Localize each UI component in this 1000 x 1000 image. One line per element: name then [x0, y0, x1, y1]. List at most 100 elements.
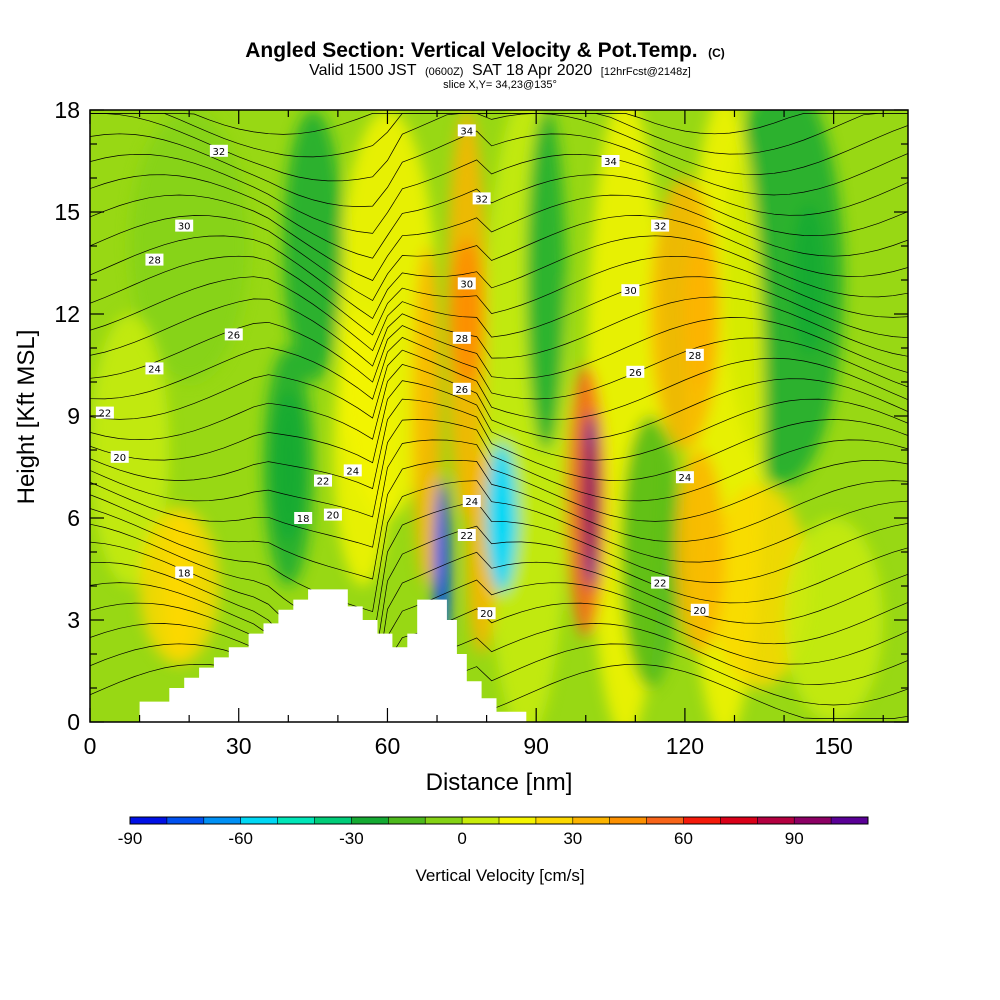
- theta-contour: [90, 398, 908, 490]
- velocity-core: [792, 205, 825, 355]
- contour-label: 20: [113, 453, 126, 464]
- velocity-band: [620, 416, 680, 688]
- x-tick-label: 120: [666, 733, 704, 759]
- contour-label: 26: [227, 330, 240, 341]
- chart-title: Angled Section: Vertical Velocity & Pot.…: [245, 39, 697, 62]
- colorbar-swatch: [646, 817, 684, 824]
- contour-label: 26: [455, 385, 468, 396]
- theta-contour: [90, 501, 908, 645]
- colorbar-swatch: [240, 817, 279, 824]
- y-tick-label: 0: [67, 709, 80, 735]
- contour-label: 24: [346, 466, 359, 477]
- colorbar-swatch: [351, 817, 389, 824]
- colorbar-swatch: [535, 817, 574, 824]
- contour-label-bg: [477, 607, 496, 620]
- contour-label-bg: [626, 365, 645, 378]
- subtitle-zulu: (0600Z): [425, 66, 464, 78]
- slice-label: slice X,Y= 34,23@135°: [443, 79, 557, 91]
- contour-label: 20: [693, 606, 706, 617]
- contour-label: 30: [624, 286, 637, 297]
- contour-label: 22: [99, 409, 112, 420]
- contour-label: 24: [679, 473, 692, 484]
- contour-label: 32: [213, 147, 226, 158]
- contour-label-bg: [685, 348, 704, 361]
- theta-contour: [90, 130, 908, 207]
- y-tick-label: 15: [54, 199, 80, 225]
- contour-label: 32: [475, 194, 488, 205]
- contour-label-bg: [621, 284, 640, 297]
- chart-title-group: Angled Section: Vertical Velocity & Pot.…: [245, 39, 725, 62]
- theta-contour: [90, 255, 908, 336]
- colorbar-label: Vertical Velocity [cm/s]: [415, 866, 584, 885]
- colorbar-tick-label: -30: [339, 829, 364, 848]
- theta-contour: [90, 215, 908, 301]
- colorbar-swatch: [462, 817, 500, 824]
- contour-label: 28: [148, 256, 161, 267]
- theta-contour: [90, 525, 908, 678]
- terrain-profile: [139, 589, 527, 722]
- velocity-core: [163, 511, 196, 661]
- y-tick-label: 18: [54, 97, 80, 123]
- contour-label: 28: [688, 351, 701, 362]
- colorbar-tick-label: -90: [118, 829, 143, 848]
- chart-title-unit: (C): [708, 46, 725, 60]
- theta-contour: [90, 235, 908, 320]
- colorbar-swatch: [794, 817, 832, 824]
- y-tick-label: 6: [67, 505, 80, 531]
- theta-contour: [90, 551, 908, 709]
- subtitle-forecast: [12hrFcst@2148z]: [601, 66, 691, 78]
- theta-contour: [90, 364, 908, 441]
- y-axis-label: Height [Kft MSL]: [13, 330, 40, 505]
- theta-contour: [90, 296, 908, 367]
- velocity-field: [90, 110, 908, 722]
- contour-label-bg: [175, 219, 194, 232]
- velocity-core-inner: [582, 441, 599, 561]
- theta-contour: [90, 380, 908, 464]
- axes: 0 30 60 90 120 150 0 3 6 9 12 15 18: [54, 97, 908, 759]
- theta-contour: [90, 113, 908, 135]
- velocity-band: [90, 314, 170, 586]
- theta-contour: [90, 419, 908, 518]
- colorbar-swatch: [720, 817, 758, 824]
- contour-label-bg: [675, 471, 694, 484]
- x-tick-label: 30: [226, 733, 252, 759]
- contour-label-bg: [209, 144, 228, 157]
- contour-label: 22: [654, 579, 667, 590]
- theta-contour: [90, 439, 908, 548]
- colorbar-swatch: [499, 817, 537, 824]
- colorbar-swatch: [425, 817, 463, 824]
- x-tick-label: 150: [814, 733, 852, 759]
- velocity-band: [332, 314, 393, 586]
- velocity-band: [784, 518, 884, 722]
- colorbar-swatch: [203, 817, 242, 824]
- contour-label-bg: [651, 219, 670, 232]
- subtitle-date: SAT 18 Apr 2020: [472, 62, 592, 79]
- colorbar-swatch: [683, 817, 721, 824]
- contour-label: 28: [455, 334, 468, 345]
- contour-label: 22: [317, 477, 330, 488]
- colorbar: -90 -60 -30 0 30 60 90: [118, 816, 869, 848]
- contour-label: 18: [297, 514, 310, 525]
- contour-label-bg: [343, 464, 362, 477]
- colorbar-tick-label: 30: [563, 829, 582, 848]
- contour-label-bg: [651, 576, 670, 589]
- velocity-band: [709, 484, 809, 688]
- contour-label: 20: [480, 609, 493, 620]
- y-tick-label: 3: [67, 607, 80, 633]
- velocity-core: [450, 239, 483, 389]
- y-tick-label: 9: [67, 403, 80, 429]
- contour-label-bg: [457, 529, 476, 541]
- contour-label-bg: [457, 124, 476, 137]
- colorbar-swatch: [314, 817, 352, 824]
- velocity-band: [526, 110, 566, 450]
- contour-label: 34: [604, 157, 617, 168]
- contour-label-bg: [323, 508, 342, 521]
- subtitle-valid: Valid 1500 JST: [309, 62, 417, 79]
- contour-label-bg: [224, 328, 243, 341]
- velocity-core: [683, 239, 716, 389]
- chart-subtitle-group: Valid 1500 JST (0600Z) SAT 18 Apr 2020 […: [309, 62, 691, 79]
- theta-contour: [90, 459, 908, 580]
- contour-label-bg: [145, 253, 164, 266]
- x-tick-label: 90: [523, 733, 549, 759]
